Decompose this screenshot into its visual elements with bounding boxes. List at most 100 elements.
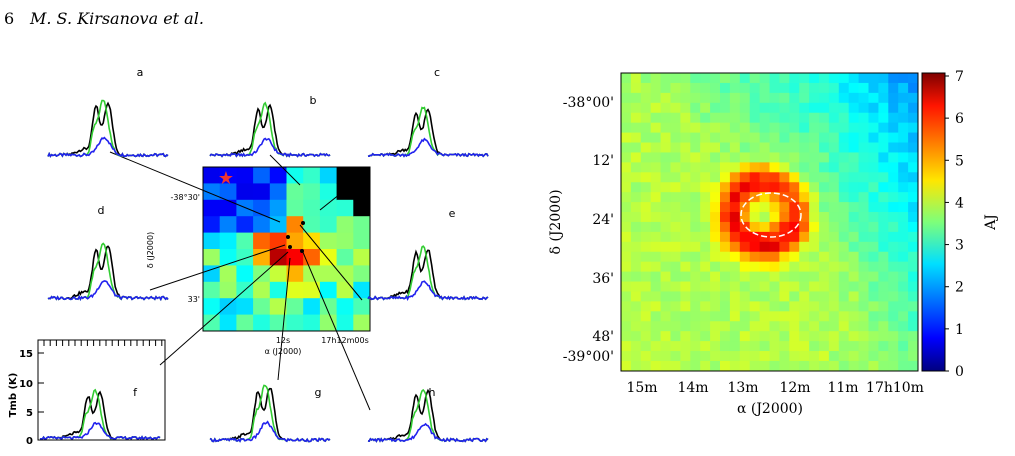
map-cell bbox=[710, 251, 721, 263]
x-axis-label: α (J2000) bbox=[737, 401, 803, 417]
map-cell bbox=[898, 351, 909, 362]
map-cell bbox=[236, 167, 254, 184]
map-cell bbox=[868, 102, 879, 114]
map-cell bbox=[630, 301, 642, 312]
map-cell bbox=[779, 351, 790, 362]
map-cell bbox=[353, 232, 371, 250]
map-cell bbox=[670, 112, 681, 124]
map-cell bbox=[878, 301, 889, 312]
spectrum bbox=[47, 101, 169, 158]
map-cell bbox=[621, 192, 632, 203]
map-cell bbox=[799, 142, 810, 153]
map-cell bbox=[878, 351, 889, 362]
map-cell bbox=[710, 172, 721, 183]
map-cell bbox=[878, 251, 889, 263]
y-axis-label: Tmb (K) bbox=[8, 373, 19, 418]
map-cell bbox=[799, 321, 810, 332]
map-cell bbox=[848, 92, 860, 104]
map-cell bbox=[898, 212, 909, 223]
map-cell bbox=[660, 132, 671, 143]
map-cell bbox=[789, 112, 800, 124]
map-cell bbox=[749, 291, 761, 302]
map-cell bbox=[670, 251, 681, 263]
map-cell bbox=[640, 360, 652, 372]
map-cell bbox=[828, 241, 840, 253]
map-cell bbox=[828, 122, 840, 134]
map-cell bbox=[621, 341, 632, 352]
map-cell bbox=[236, 232, 254, 250]
map-cell bbox=[336, 298, 354, 316]
map-cell bbox=[819, 112, 830, 124]
map-cell bbox=[640, 112, 652, 124]
map-cell bbox=[769, 122, 780, 134]
map-cell bbox=[908, 291, 919, 302]
map-cell bbox=[789, 281, 800, 292]
map-cell bbox=[739, 142, 751, 153]
map-cell bbox=[670, 271, 681, 282]
map-cell bbox=[868, 142, 879, 153]
map-cell bbox=[203, 216, 221, 234]
map-cell bbox=[789, 142, 800, 153]
map-cell bbox=[621, 172, 632, 183]
map-cell bbox=[749, 92, 761, 104]
map-cell bbox=[898, 311, 909, 322]
map-cell bbox=[319, 183, 338, 201]
map-cell bbox=[621, 231, 632, 243]
map-cell bbox=[660, 360, 671, 372]
spectrum bbox=[367, 249, 489, 301]
map-cell bbox=[819, 241, 830, 253]
map-cell bbox=[828, 142, 840, 153]
map-cell bbox=[799, 271, 810, 282]
map-cell bbox=[630, 182, 642, 193]
map-cell bbox=[799, 212, 810, 223]
map-cell bbox=[828, 192, 840, 203]
map-cell bbox=[868, 73, 879, 84]
map-cell bbox=[888, 321, 899, 332]
map-cell bbox=[828, 311, 840, 322]
map-cell bbox=[640, 221, 652, 233]
map-cell bbox=[868, 192, 879, 203]
map-cell bbox=[828, 291, 840, 302]
map-cell bbox=[888, 202, 899, 213]
map-cell bbox=[819, 73, 830, 84]
spectrum bbox=[367, 108, 489, 158]
map-cell bbox=[898, 182, 909, 193]
map-cell bbox=[650, 162, 662, 173]
map-cell bbox=[838, 261, 850, 273]
map-cell bbox=[739, 251, 751, 263]
map-cell bbox=[690, 311, 701, 322]
map-cell bbox=[789, 82, 800, 94]
map-cell bbox=[878, 132, 889, 143]
map-cell bbox=[640, 102, 652, 114]
map-cell bbox=[690, 112, 701, 124]
map-cell bbox=[720, 192, 731, 203]
map-cell bbox=[898, 231, 909, 243]
y-tick-label: 5 bbox=[26, 408, 33, 419]
map-cell bbox=[650, 182, 662, 193]
map-cell bbox=[749, 241, 761, 253]
map-cell bbox=[720, 162, 731, 173]
map-cell bbox=[700, 122, 711, 134]
map-cell bbox=[908, 251, 919, 263]
map-cell bbox=[680, 221, 691, 233]
spectrum bbox=[209, 137, 331, 158]
map-cell bbox=[838, 281, 850, 292]
map-cell bbox=[819, 132, 830, 143]
map-cell bbox=[319, 265, 338, 283]
map-cell bbox=[898, 321, 909, 332]
map-cell bbox=[838, 291, 850, 302]
map-cell bbox=[809, 202, 820, 213]
map-cell bbox=[779, 281, 790, 292]
map-cell bbox=[739, 261, 751, 273]
map-cell bbox=[660, 291, 671, 302]
colorbar-tick-label: 7 bbox=[955, 69, 964, 85]
map-cell bbox=[670, 162, 681, 173]
y-tick-label: 36' bbox=[592, 271, 614, 287]
map-cell bbox=[828, 331, 840, 342]
map-cell bbox=[799, 122, 810, 134]
spectrum bbox=[47, 136, 169, 158]
map-cell bbox=[819, 172, 830, 183]
map-cell bbox=[908, 142, 919, 153]
map-cell bbox=[858, 301, 869, 312]
map-cell bbox=[828, 341, 840, 352]
